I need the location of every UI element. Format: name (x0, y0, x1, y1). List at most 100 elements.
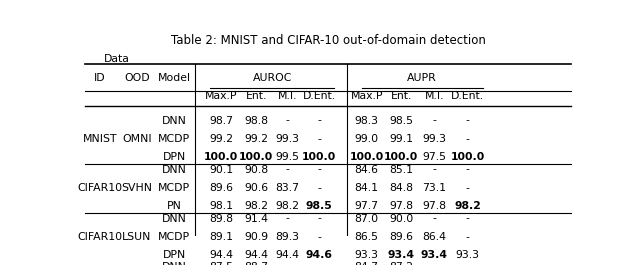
Text: -: - (432, 214, 436, 223)
Text: Max.P: Max.P (351, 91, 383, 101)
Text: 100.0: 100.0 (349, 152, 384, 162)
Text: 94.4: 94.4 (209, 250, 234, 260)
Text: -: - (317, 134, 321, 144)
Text: -: - (317, 116, 321, 126)
Text: 98.3: 98.3 (355, 116, 379, 126)
Text: CIFAR10: CIFAR10 (77, 232, 122, 242)
Text: 98.2: 98.2 (454, 201, 481, 211)
Text: 87.0: 87.0 (355, 214, 379, 223)
Text: 89.3: 89.3 (275, 232, 300, 242)
Text: -: - (317, 262, 321, 265)
Text: 94.4: 94.4 (244, 250, 268, 260)
Text: 90.0: 90.0 (389, 214, 413, 223)
Text: SVHN: SVHN (122, 183, 152, 193)
Text: OOD: OOD (124, 73, 150, 83)
Text: OMNI: OMNI (122, 134, 152, 144)
Text: 99.2: 99.2 (244, 134, 268, 144)
Text: AUPR: AUPR (408, 73, 437, 83)
Text: 99.3: 99.3 (422, 134, 446, 144)
Text: 93.3: 93.3 (456, 250, 480, 260)
Text: 98.5: 98.5 (306, 201, 332, 211)
Text: 93.3: 93.3 (355, 250, 379, 260)
Text: 100.0: 100.0 (384, 152, 419, 162)
Text: PN: PN (167, 201, 182, 211)
Text: -: - (466, 232, 470, 242)
Text: 100.0: 100.0 (451, 152, 485, 162)
Text: ID: ID (94, 73, 106, 83)
Text: -: - (285, 116, 289, 126)
Text: 89.8: 89.8 (209, 214, 234, 223)
Text: -: - (466, 262, 470, 265)
Text: -: - (285, 165, 289, 175)
Text: MNIST: MNIST (83, 134, 117, 144)
Text: Ent.: Ent. (245, 91, 267, 101)
Text: -: - (466, 183, 470, 193)
Text: 98.8: 98.8 (244, 116, 268, 126)
Text: Model: Model (157, 73, 191, 83)
Text: 90.6: 90.6 (244, 183, 268, 193)
Text: MCDP: MCDP (158, 134, 190, 144)
Text: DNN: DNN (162, 214, 187, 223)
Text: -: - (432, 116, 436, 126)
Text: -: - (432, 262, 436, 265)
Text: DPN: DPN (163, 152, 186, 162)
Text: 100.0: 100.0 (239, 152, 273, 162)
Text: 98.2: 98.2 (275, 201, 300, 211)
Text: 89.1: 89.1 (209, 232, 234, 242)
Text: 86.5: 86.5 (355, 232, 379, 242)
Text: 91.4: 91.4 (244, 214, 268, 223)
Text: D.Ent.: D.Ent. (451, 91, 484, 101)
Text: 89.6: 89.6 (389, 232, 413, 242)
Text: 87.2: 87.2 (389, 262, 413, 265)
Text: -: - (466, 116, 470, 126)
Text: CIFAR10: CIFAR10 (77, 183, 122, 193)
Text: 83.7: 83.7 (275, 183, 300, 193)
Text: 98.2: 98.2 (244, 201, 268, 211)
Text: 99.1: 99.1 (389, 134, 413, 144)
Text: 87.5: 87.5 (209, 262, 234, 265)
Text: 86.4: 86.4 (422, 232, 446, 242)
Text: 84.7: 84.7 (355, 262, 379, 265)
Text: -: - (466, 134, 470, 144)
Text: DPN: DPN (163, 250, 186, 260)
Text: DNN: DNN (162, 165, 187, 175)
Text: 90.9: 90.9 (244, 232, 268, 242)
Text: Table 2: MNIST and CIFAR-10 out-of-domain detection: Table 2: MNIST and CIFAR-10 out-of-domai… (171, 34, 485, 47)
Text: 94.6: 94.6 (305, 250, 333, 260)
Text: 93.4: 93.4 (388, 250, 415, 260)
Text: -: - (317, 232, 321, 242)
Text: -: - (432, 165, 436, 175)
Text: Max.P: Max.P (205, 91, 237, 101)
Text: M.I.: M.I. (278, 91, 297, 101)
Text: 98.1: 98.1 (209, 201, 234, 211)
Text: 94.4: 94.4 (275, 250, 300, 260)
Text: 93.4: 93.4 (420, 250, 447, 260)
Text: 99.5: 99.5 (275, 152, 300, 162)
Text: 90.8: 90.8 (244, 165, 268, 175)
Text: D.Ent.: D.Ent. (303, 91, 335, 101)
Text: 100.0: 100.0 (302, 152, 336, 162)
Text: 97.8: 97.8 (389, 201, 413, 211)
Text: MCDP: MCDP (158, 232, 190, 242)
Text: 84.8: 84.8 (389, 183, 413, 193)
Text: LSUN: LSUN (122, 232, 152, 242)
Text: 99.0: 99.0 (355, 134, 379, 144)
Text: -: - (317, 165, 321, 175)
Text: 85.1: 85.1 (389, 165, 413, 175)
Text: 100.0: 100.0 (204, 152, 239, 162)
Text: 97.5: 97.5 (422, 152, 446, 162)
Text: -: - (317, 183, 321, 193)
Text: M.I.: M.I. (424, 91, 444, 101)
Text: 99.3: 99.3 (275, 134, 300, 144)
Text: 97.7: 97.7 (355, 201, 379, 211)
Text: 73.1: 73.1 (422, 183, 446, 193)
Text: 84.1: 84.1 (355, 183, 379, 193)
Text: 97.8: 97.8 (422, 201, 446, 211)
Text: 98.7: 98.7 (209, 116, 234, 126)
Text: AUROC: AUROC (253, 73, 292, 83)
Text: -: - (466, 165, 470, 175)
Text: -: - (285, 262, 289, 265)
Text: MCDP: MCDP (158, 183, 190, 193)
Text: 88.7: 88.7 (244, 262, 268, 265)
Text: 89.6: 89.6 (209, 183, 234, 193)
